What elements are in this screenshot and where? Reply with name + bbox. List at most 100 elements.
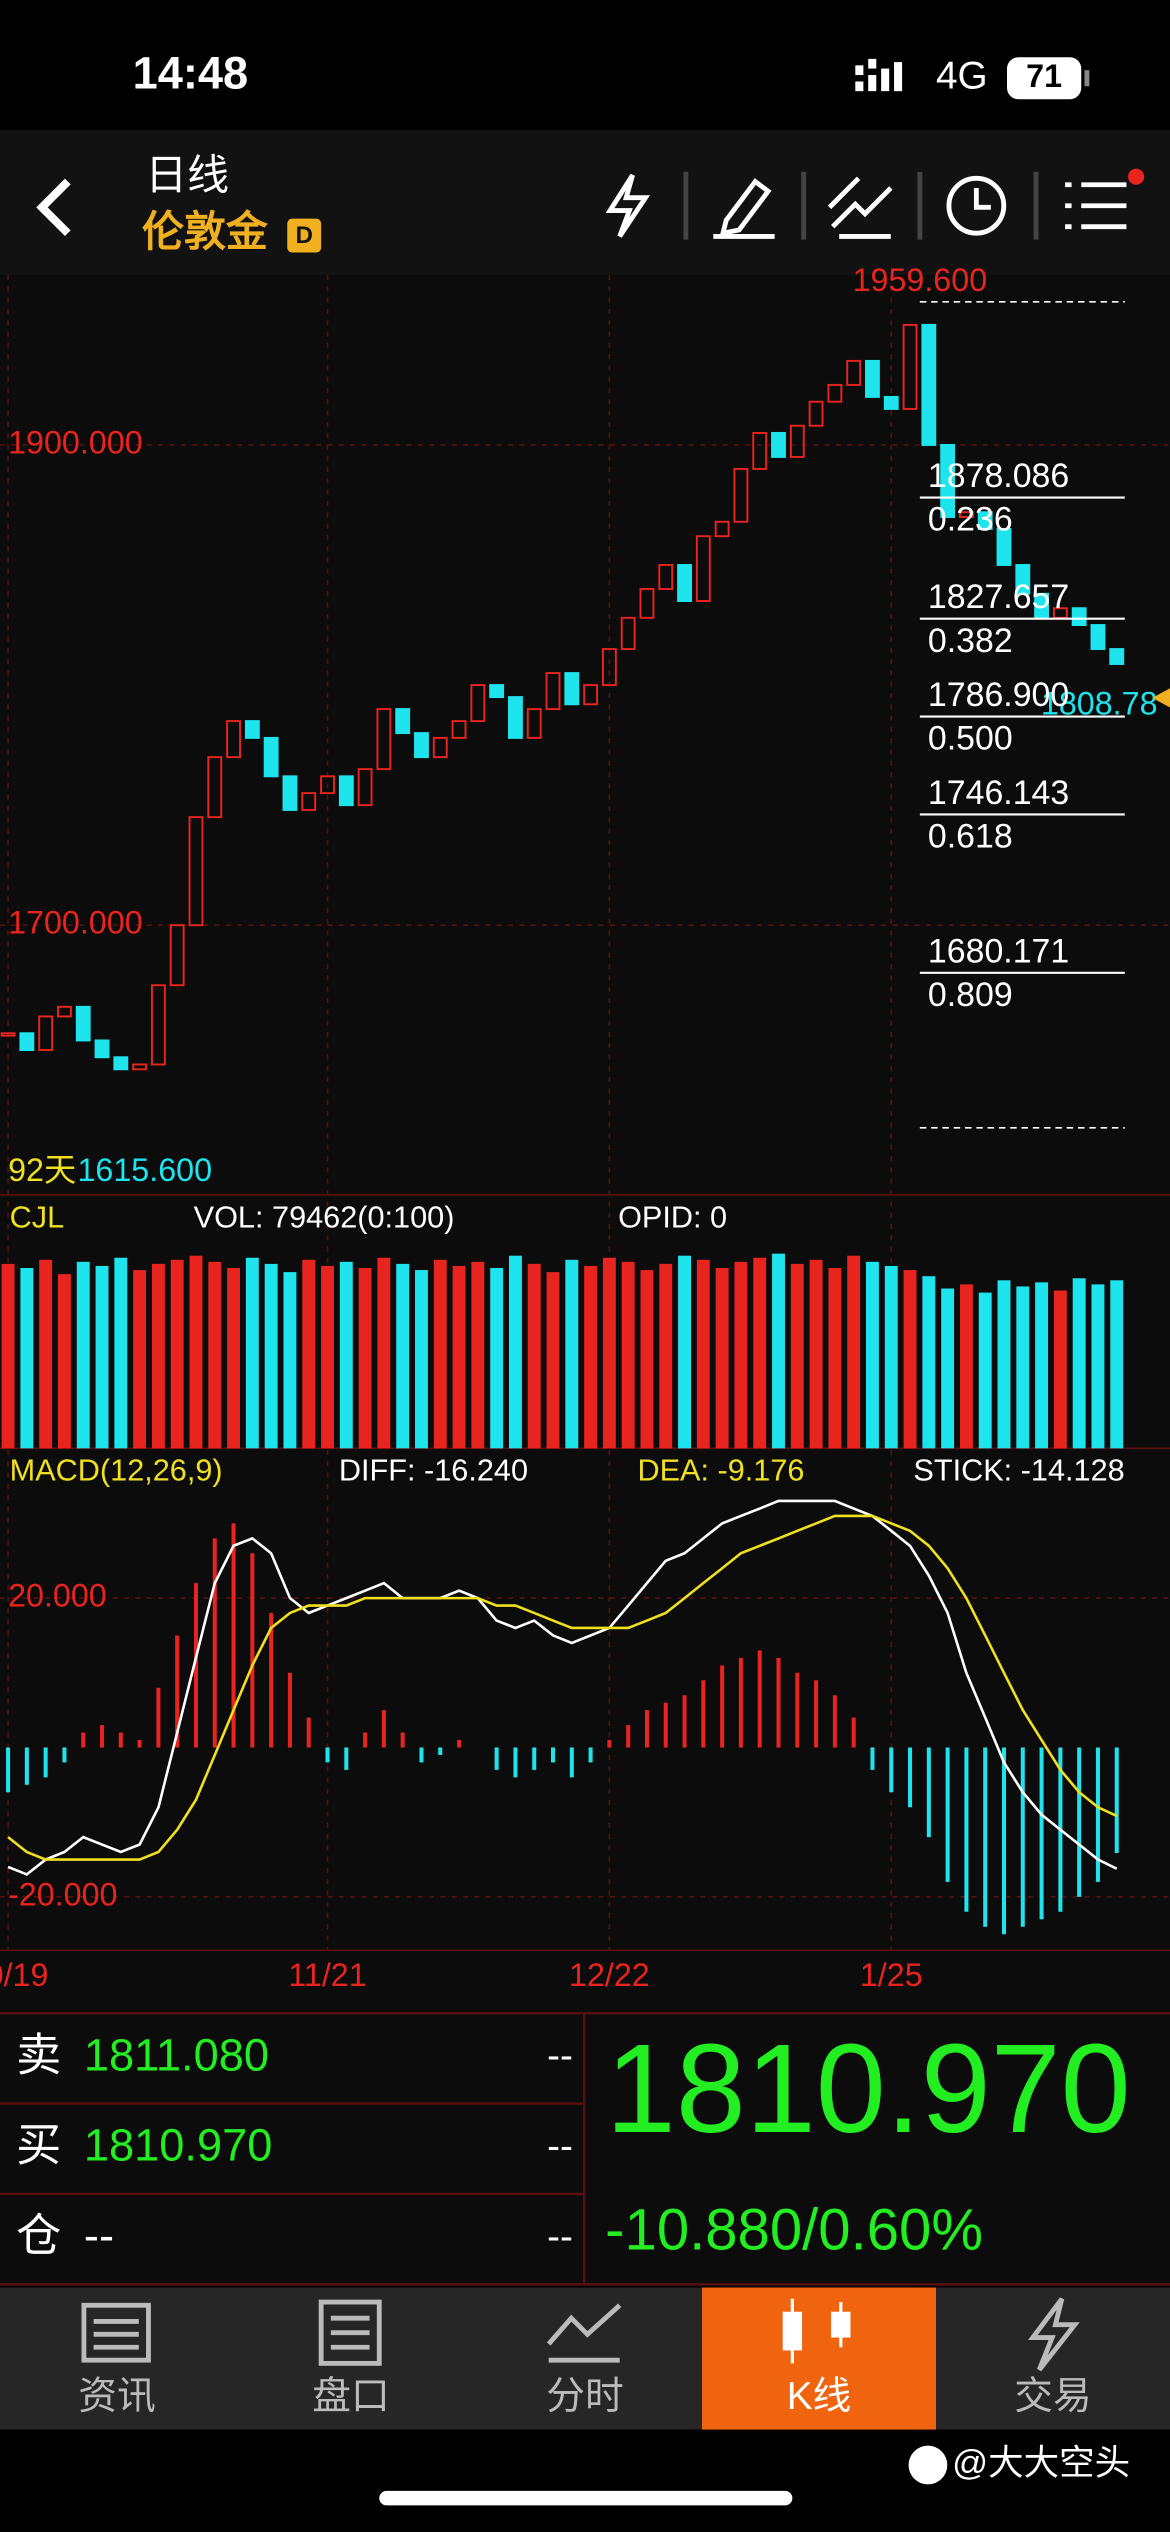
price-change: -10.880/0.60% bbox=[605, 2198, 983, 2263]
candle bbox=[226, 720, 241, 759]
candle bbox=[545, 672, 561, 711]
volume-bar bbox=[1091, 1284, 1105, 1449]
draw-icon[interactable] bbox=[713, 178, 775, 239]
tab[interactable]: 分时 bbox=[546, 2375, 623, 2418]
candle bbox=[695, 535, 711, 602]
toolbar bbox=[605, 171, 1127, 240]
candle bbox=[432, 736, 448, 759]
candle bbox=[338, 775, 354, 807]
candle bbox=[1109, 648, 1125, 665]
volume-bar bbox=[546, 1272, 560, 1449]
candle bbox=[977, 511, 993, 530]
candle bbox=[827, 383, 843, 403]
volume-bar bbox=[377, 1257, 391, 1449]
volume-bar bbox=[978, 1292, 992, 1449]
volume-bar bbox=[584, 1265, 598, 1449]
header-title: 日线 bbox=[145, 151, 229, 198]
volume-bar bbox=[640, 1270, 654, 1449]
fib-ratio: 0.236 bbox=[928, 501, 1013, 539]
menu-icon[interactable] bbox=[1065, 182, 1127, 230]
status-time: 14:48 bbox=[133, 48, 249, 99]
volume-bar bbox=[283, 1272, 297, 1449]
fib-ratio: 0.382 bbox=[928, 622, 1013, 660]
candle bbox=[301, 792, 317, 811]
volume-bar bbox=[828, 1268, 842, 1449]
book-volume: -- bbox=[547, 2035, 573, 2078]
volume-bar bbox=[1035, 1282, 1049, 1449]
tab-icons bbox=[81, 2297, 1080, 2372]
candle bbox=[714, 520, 730, 538]
book-side: 仓 bbox=[16, 2210, 61, 2261]
candle bbox=[113, 1056, 129, 1071]
candle bbox=[1015, 564, 1031, 595]
volume-bar bbox=[151, 1263, 165, 1449]
volume-bar bbox=[847, 1255, 861, 1449]
volume-bar bbox=[471, 1261, 485, 1449]
volume-bar bbox=[170, 1259, 184, 1449]
tab[interactable]: 资讯 bbox=[78, 2375, 155, 2418]
candle bbox=[865, 359, 880, 398]
volume-bar bbox=[339, 1261, 353, 1449]
clock-icon[interactable] bbox=[946, 175, 1007, 236]
volume-bar bbox=[790, 1263, 804, 1449]
flash-icon[interactable] bbox=[605, 173, 651, 238]
volume-bar bbox=[565, 1259, 579, 1449]
volume-bar bbox=[1, 1263, 15, 1449]
candle bbox=[282, 775, 298, 811]
watermark: @大大空头 bbox=[952, 2442, 1130, 2482]
candle bbox=[1071, 607, 1087, 627]
quote-borders bbox=[0, 2011, 1170, 2286]
volume-bar bbox=[922, 1276, 936, 1449]
volume-label: VOL: 79462(0:100) bbox=[194, 1200, 455, 1234]
fib-ratio: 0.618 bbox=[928, 818, 1013, 856]
candle bbox=[677, 564, 692, 602]
candle bbox=[132, 1063, 148, 1071]
volume-bar bbox=[396, 1263, 410, 1449]
candle bbox=[526, 708, 542, 739]
volume-bar bbox=[433, 1259, 447, 1449]
candle bbox=[414, 732, 429, 759]
back-button[interactable] bbox=[36, 178, 71, 237]
volume-bar bbox=[734, 1261, 748, 1449]
candle bbox=[846, 359, 862, 386]
volume-bar bbox=[753, 1257, 767, 1449]
volume-bar bbox=[302, 1259, 316, 1449]
volume-bar bbox=[20, 1268, 34, 1449]
y-tick-label: 20.000 bbox=[8, 1578, 107, 1614]
volume-bar bbox=[941, 1288, 955, 1449]
chart: 10/19 11/21 12/22 1/25 1900.000 1700.000 1959.… bbox=[0, 262, 1170, 1993]
volume-bar bbox=[678, 1255, 692, 1449]
diff-line bbox=[7, 1499, 1118, 1876]
tab[interactable]: 盘口 bbox=[312, 2375, 389, 2418]
stick-label: STICK: -14.128 bbox=[913, 1454, 1124, 1488]
tab[interactable]: 交易 bbox=[1014, 2375, 1091, 2418]
candle bbox=[733, 467, 749, 523]
candle bbox=[395, 708, 411, 735]
x-tick-label: 10/19 bbox=[0, 1957, 48, 1993]
tab[interactable]: K线 bbox=[787, 2375, 852, 2418]
candle bbox=[902, 323, 918, 410]
book-price: 1811.080 bbox=[84, 2029, 269, 2080]
candle bbox=[808, 400, 824, 427]
volume-bar bbox=[959, 1284, 973, 1449]
y-tick-label: -20.000 bbox=[8, 1876, 117, 1912]
candle bbox=[169, 924, 185, 987]
news-lines bbox=[93, 2318, 139, 2350]
volume-bar bbox=[809, 1259, 823, 1449]
candle bbox=[320, 775, 335, 795]
volume-bar bbox=[358, 1268, 372, 1449]
fib-price: 1878.086 bbox=[928, 457, 1069, 495]
badge-box bbox=[287, 218, 322, 253]
book-volume: -- bbox=[547, 2215, 573, 2258]
high-label: 1959.600 bbox=[853, 262, 988, 298]
candle bbox=[263, 736, 279, 778]
volume-bar bbox=[602, 1257, 616, 1449]
macd-title: MACD(12,26,9) bbox=[10, 1454, 223, 1488]
fib-price: 1680.171 bbox=[928, 932, 1069, 970]
volume-bar bbox=[696, 1259, 710, 1449]
volume-bar bbox=[621, 1261, 635, 1449]
line-tool-icon[interactable] bbox=[827, 176, 893, 239]
volume-bar bbox=[95, 1265, 109, 1449]
volume-bar bbox=[997, 1280, 1011, 1449]
